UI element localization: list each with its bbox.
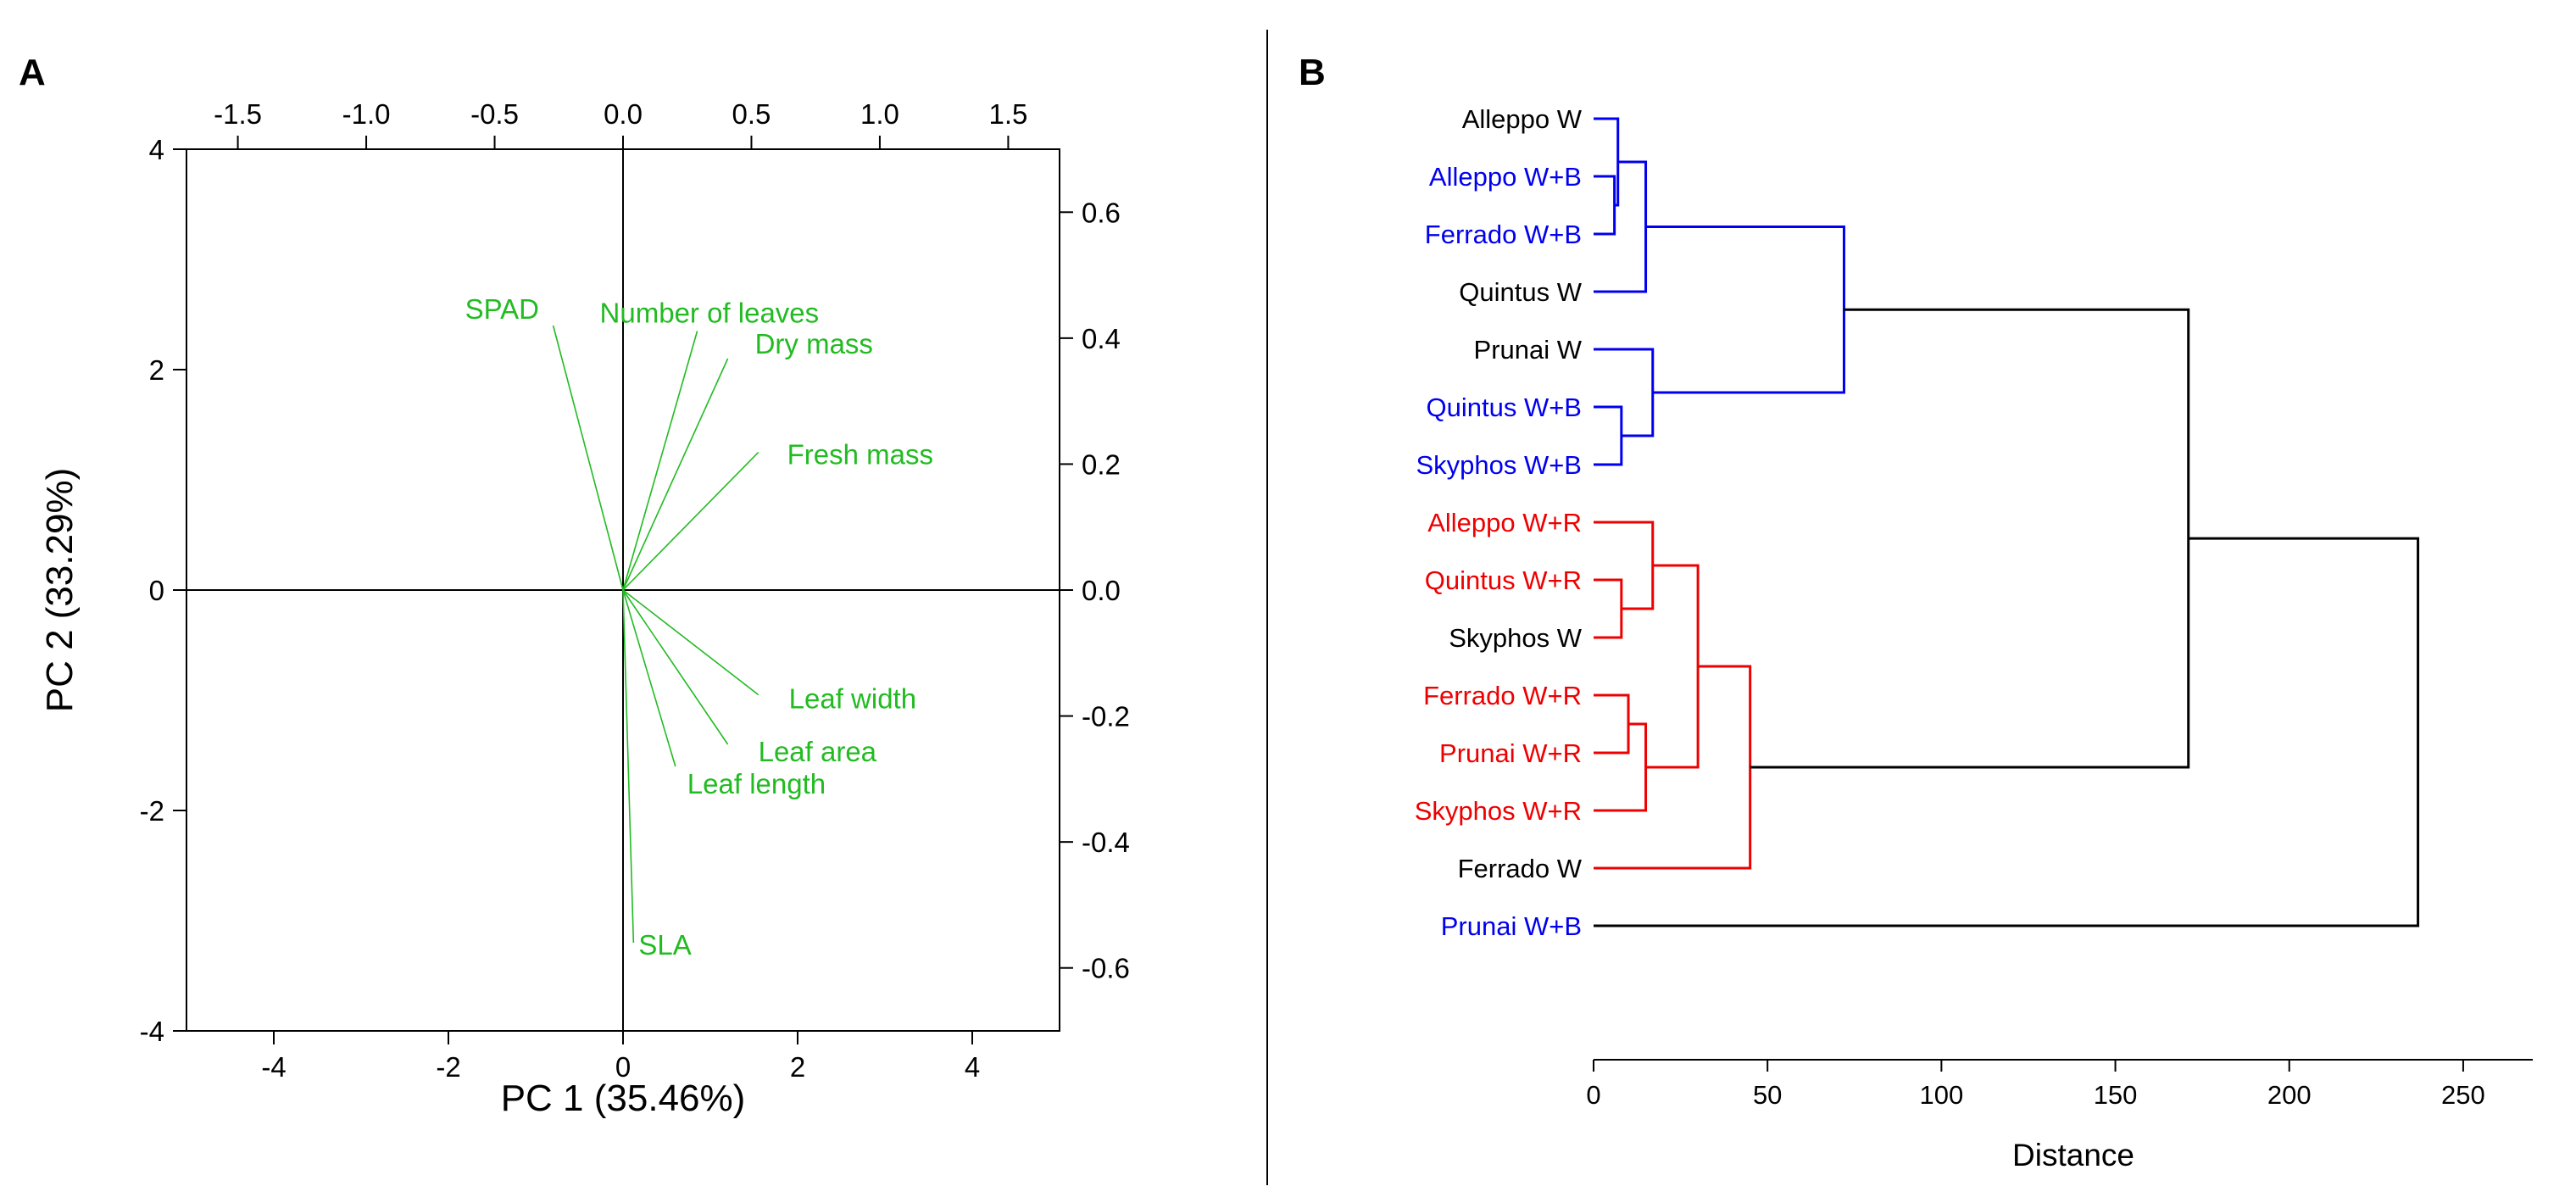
pca-left-tick-label: -2 [140, 795, 164, 827]
loading-vector [622, 451, 759, 591]
pca-top-tick-label: -1.5 [214, 98, 262, 130]
dendrogram-tick-label: 100 [1920, 1080, 1964, 1110]
dendrogram-x-axis-title: Distance [2012, 1138, 2134, 1172]
dendrogram-tick-label: 200 [2267, 1080, 2312, 1110]
loading-label: Leaf area [759, 736, 877, 767]
pca-right-tick-label: 0.2 [1082, 448, 1121, 480]
loading-vector [622, 589, 635, 944]
loading-label: SPAD [465, 293, 539, 325]
dendrogram-link [1594, 693, 1630, 755]
dendrogram-leaf-label: Skyphos W [1449, 623, 1583, 653]
pca-bottom-tick-label: -2 [436, 1051, 460, 1083]
loading-label: SLA [638, 929, 691, 961]
dendrogram-tick-label: 50 [1753, 1080, 1782, 1110]
pca-right-tick-label: 0.4 [1082, 323, 1121, 354]
dendrogram-leaf-label: Skyphos W+R [1415, 796, 1582, 826]
dendrogram-leaf-label: Ferrado W+B [1425, 220, 1582, 249]
loading-vector [552, 325, 624, 591]
pca-ticks: -4 -2 0 2 4 -4 -2 0 2 4 -1.5 -1.0 -0.5 0.0 0.5 1.0 1.5 -0… [140, 98, 1130, 1083]
pca-right-tick-label: -0.2 [1082, 701, 1130, 732]
pca-top-tick-label: -1.0 [342, 98, 391, 130]
pca-top-tick-label: 0.5 [732, 98, 771, 130]
pca-right-tick-label: -0.6 [1082, 953, 1130, 984]
dendrogram-leaf-label: Alleppo W [1462, 104, 1583, 134]
dendrogram-leaf-labels: Alleppo W Alleppo W+B Ferrado W+B Quintus W… [1415, 104, 1583, 941]
pca-right-tick-label: -0.4 [1082, 827, 1130, 858]
pca-x-axis-title: PC 1 (35.46%) [501, 1078, 746, 1119]
dendrogram: 0 50 100 150 200 250 Alleppo W Alleppo W+B Ferr… [1415, 104, 2533, 1172]
dendrogram-tick-label: 250 [2441, 1080, 2485, 1110]
pca-bottom-tick-label: 2 [790, 1051, 805, 1083]
loading-label: Fresh mass [787, 439, 933, 471]
dendrogram-leaf-label: Skyphos W+B [1416, 450, 1582, 480]
dendrogram-leaf-label: Alleppo W+B [1429, 162, 1582, 192]
pca-bottom-tick-label: 0 [615, 1051, 631, 1083]
dendrogram-link [1645, 226, 1845, 394]
dendrogram-ticks: 0 50 100 150 200 250 [1586, 1060, 2485, 1110]
pca-bottom-tick-label: 4 [965, 1051, 980, 1083]
dendrogram-tick-label: 150 [2094, 1080, 2138, 1110]
pca-bottom-tick-label: -4 [261, 1051, 286, 1083]
loading-vector [622, 331, 698, 591]
pca-left-tick-label: 2 [149, 354, 164, 386]
loading-vector [622, 358, 729, 591]
dendrogram-leaf-label: Quintus W [1459, 277, 1582, 307]
dendrogram-link [1594, 537, 2420, 927]
dendrogram-link [1594, 578, 1623, 639]
loading-label: Dry mass [755, 328, 873, 359]
dendrogram-link [1594, 722, 1648, 812]
dendrogram-link [1594, 348, 1655, 437]
dendrogram-links [1594, 117, 2420, 927]
dendrogram-leaf-label: Prunai W+R [1439, 738, 1582, 768]
dendrogram-link [1645, 564, 1700, 769]
pca-left-tick-label: 4 [149, 134, 164, 165]
pca-left-tick-label: 0 [149, 575, 164, 606]
dendrogram-leaf-label: Prunai W [1474, 335, 1583, 365]
pca-right-tick-label: 0.6 [1082, 197, 1121, 228]
panel-b-label: B [1299, 52, 1326, 93]
dendrogram-link [1594, 175, 1616, 236]
pca-left-tick-label: -4 [140, 1016, 164, 1047]
loading-label: Number of leaves [600, 298, 820, 329]
pca-top-tick-label: -0.5 [470, 98, 519, 130]
loading-label: Leaf width [789, 683, 916, 715]
pca-top-tick-label: 1.5 [988, 98, 1027, 130]
pca-y-axis-title: PC 2 (33.29%) [39, 468, 81, 713]
dendrogram-leaf-label: Ferrado W+R [1423, 681, 1582, 710]
pca-top-tick-label: 0.0 [604, 98, 643, 130]
dendrogram-leaf-label: Prunai W+B [1441, 911, 1582, 941]
dendrogram-leaf-label: Quintus W+R [1425, 565, 1582, 595]
loading-vector [622, 589, 729, 745]
dendrogram-leaf-label: Quintus W+B [1427, 393, 1583, 422]
loading-vector [622, 589, 676, 767]
dendrogram-leaf-label: Ferrado W [1458, 854, 1583, 883]
dendrogram-leaf-label: Alleppo W+R [1427, 508, 1582, 537]
dendrogram-link [1750, 308, 2190, 769]
panel-a-label: A [19, 52, 46, 93]
dendrogram-link [1594, 521, 1655, 610]
dendrogram-link [1594, 160, 1648, 293]
loading-label: Leaf length [687, 768, 826, 799]
dendrogram-link [1594, 405, 1623, 466]
pca-right-tick-label: 0.0 [1082, 575, 1121, 606]
dendrogram-tick-label: 0 [1586, 1080, 1600, 1110]
pca-top-tick-label: 1.0 [860, 98, 899, 130]
loading-vector [622, 589, 759, 696]
pca-biplot: -4 -2 0 2 4 -4 -2 0 2 4 -1.5 -1.0 -0.5 0.0 0.5 1.0 1.5 -0… [39, 98, 1130, 1119]
